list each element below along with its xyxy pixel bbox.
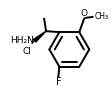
Text: Cl: Cl <box>22 47 31 56</box>
Text: CH₃: CH₃ <box>94 12 108 21</box>
Polygon shape <box>33 31 46 42</box>
Text: HH₂N: HH₂N <box>10 36 34 45</box>
Text: O: O <box>80 9 87 18</box>
Text: F: F <box>56 77 61 87</box>
